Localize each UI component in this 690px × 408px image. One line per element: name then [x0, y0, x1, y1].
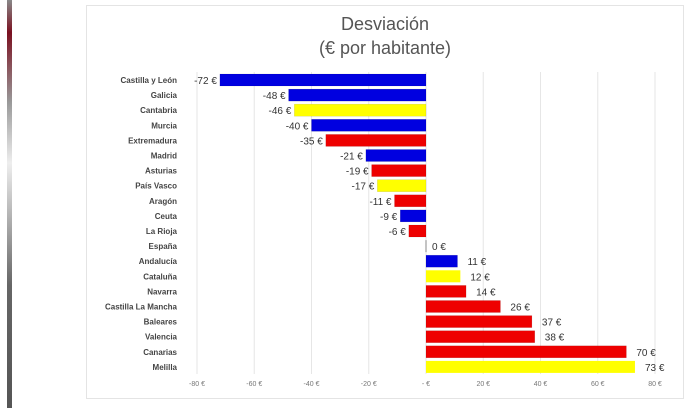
data-label: 12 € [470, 272, 490, 283]
category-label: Cataluña [143, 272, 177, 281]
category-label: Castilla y León [121, 76, 178, 85]
data-label: 14 € [476, 287, 496, 298]
data-label: 26 € [510, 303, 530, 314]
data-label: -35 € [300, 136, 323, 147]
category-label: País Vasco [135, 182, 177, 191]
data-label: -72 € [194, 76, 217, 87]
chart-panel [86, 5, 684, 399]
data-label: -46 € [269, 106, 292, 117]
bar [219, 73, 427, 87]
category-label: Baleares [144, 318, 178, 327]
bar [426, 360, 635, 373]
bar [288, 88, 427, 102]
category-label: Castilla La Mancha [105, 303, 178, 312]
bar [425, 315, 533, 328]
category-label: Valencia [145, 333, 178, 342]
category-label: Extremadura [128, 136, 177, 145]
bar [399, 209, 427, 223]
category-label: Asturias [145, 167, 178, 176]
data-label: -19 € [346, 167, 369, 178]
data-label: -48 € [263, 91, 286, 102]
category-label: Melilla [153, 363, 178, 372]
bar [425, 254, 458, 268]
category-label: Cantabria [140, 106, 177, 115]
x-tick-label: -40 € [304, 381, 320, 388]
data-label: -21 € [340, 152, 363, 163]
data-label: 73 € [645, 363, 665, 374]
category-label: Aragón [149, 197, 177, 206]
x-tick-label: -80 € [189, 381, 205, 388]
bar [426, 270, 461, 283]
data-label: -40 € [286, 121, 309, 132]
category-label: La Rioja [146, 227, 178, 236]
bar [425, 285, 467, 298]
bar [394, 194, 427, 208]
background-photo-edge [7, 0, 12, 408]
data-label: -6 € [389, 227, 407, 238]
data-label: -9 € [380, 212, 398, 223]
bar [425, 300, 501, 313]
data-label: 38 € [545, 333, 565, 344]
bar [408, 224, 427, 238]
category-label: Ceuta [155, 212, 178, 221]
category-label: Murcia [151, 121, 177, 130]
x-tick-label: - € [422, 381, 430, 388]
data-label: 70 € [636, 348, 656, 359]
x-tick-label: 40 € [534, 381, 548, 388]
category-label: Canarias [143, 348, 177, 357]
chart-title: Desviación [340, 14, 430, 34]
bar [325, 134, 427, 147]
x-tick-label: -60 € [246, 381, 262, 388]
bar [425, 345, 627, 359]
bar [371, 164, 427, 177]
bar [425, 330, 536, 343]
x-tick-label: 20 € [476, 381, 490, 388]
chart-subtitle: (€ por habitante) [318, 38, 452, 58]
category-label: Madrid [151, 152, 177, 161]
data-label: -11 € [369, 197, 391, 208]
data-label: 11 € [467, 257, 486, 268]
chart-title-block: Desviación (€ por habitante) [86, 12, 684, 60]
data-label: -17 € [352, 182, 375, 193]
x-tick-label: -20 € [361, 381, 377, 388]
category-label: Andalucía [139, 257, 178, 266]
bar [377, 179, 427, 192]
x-tick-label: 80 € [648, 381, 662, 388]
category-label: España [149, 242, 178, 251]
data-label: 37 € [542, 318, 562, 329]
bar [311, 119, 427, 132]
bar [365, 149, 427, 162]
x-tick-label: 60 € [591, 381, 605, 388]
category-label: Navarra [147, 287, 177, 296]
category-label: Galicia [151, 91, 178, 100]
bar [294, 103, 427, 117]
data-label: 0 € [432, 242, 446, 253]
